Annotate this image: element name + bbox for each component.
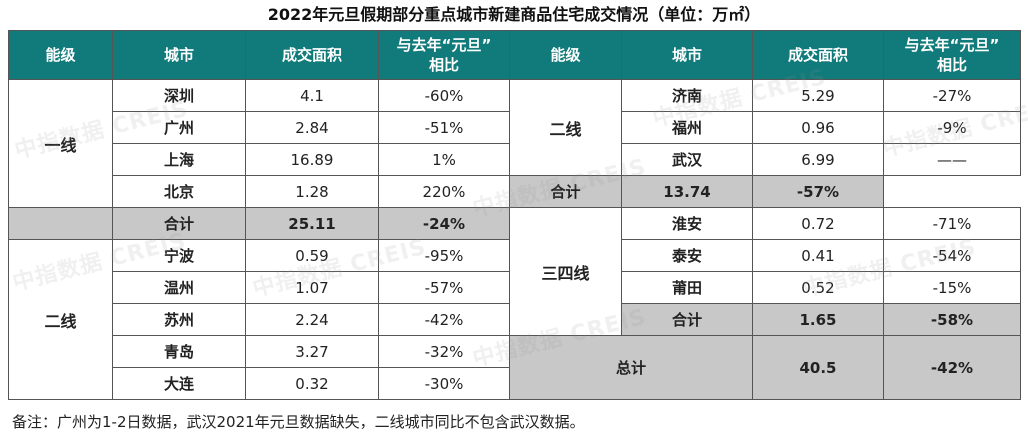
table-row: 广州 2.84 -51% 福州 0.96 -9%	[9, 111, 1021, 144]
header-yoy: 与去年“元旦” 相比	[378, 30, 510, 80]
subtotal-yoy: -24%	[378, 207, 510, 240]
city-cell: 福州	[621, 111, 753, 144]
city-cell: 济南	[621, 79, 753, 112]
yoy-cell: 220%	[378, 175, 510, 208]
subtotal-label: 合计	[621, 303, 753, 336]
table-row: 苏州 2.24 -42% 合计 1.65 -58%	[9, 303, 1021, 336]
subtotal-label: 合计	[509, 175, 622, 208]
subtotal-label: 合计	[112, 207, 246, 240]
yoy-cell: -57%	[378, 271, 510, 304]
city-cell: 武汉	[621, 143, 753, 176]
city-cell: 广州	[112, 111, 246, 144]
header-yoy-right: 与去年“元旦” 相比	[883, 30, 1021, 80]
yoy-cell: -51%	[378, 111, 510, 144]
city-cell: 苏州	[112, 303, 246, 336]
area-cell: 0.59	[245, 239, 379, 272]
empty-shade-cell	[8, 207, 113, 240]
city-cell: 莆田	[621, 271, 753, 304]
yoy-cell: -95%	[378, 239, 510, 272]
header-row: 能级 城市 成交面积 与去年“元旦” 相比 能级 城市 成交面积 与去年“元旦” 相…	[8, 30, 1021, 80]
city-cell: 宁波	[112, 239, 246, 272]
yoy-cell: -42%	[378, 303, 510, 336]
header-yoy-line1-right: 与去年“元旦”	[904, 36, 1000, 54]
area-cell: 5.29	[752, 79, 884, 112]
table-row: 合计 25.11 -24% 三四线 淮安 0.72 -71%	[8, 207, 1021, 336]
tier-label: 二线	[509, 79, 622, 176]
header-area: 成交面积	[245, 30, 379, 80]
header-yoy-line2: 相比	[428, 56, 459, 74]
area-cell: 3.27	[245, 335, 379, 368]
area-cell: 0.41	[752, 239, 884, 272]
grand-total-yoy: -42%	[883, 335, 1021, 400]
yoy-cell: -60%	[378, 79, 510, 112]
tier-label: 三四线	[509, 207, 622, 336]
yoy-cell: -71%	[883, 207, 1021, 240]
header-city-right: 城市	[621, 30, 753, 80]
yoy-cell: -30%	[378, 367, 510, 400]
yoy-cell: -54%	[883, 239, 1021, 272]
subtotal-area: 1.65	[752, 303, 884, 336]
area-cell: 0.32	[245, 367, 379, 400]
area-cell: 0.52	[752, 271, 884, 304]
area-cell: 16.89	[245, 143, 379, 176]
subtotal-area: 25.11	[245, 207, 379, 240]
yoy-cell: -9%	[883, 111, 1021, 144]
city-cell: 大连	[112, 367, 246, 400]
city-cell: 温州	[112, 271, 246, 304]
table-row: 上海 16.89 1% 武汉 6.99 ——	[9, 143, 1021, 176]
table-row: 青岛 3.27 -32% 总计 40.5 -42%	[9, 335, 1021, 400]
table-row: 大连 0.32 -30%	[9, 367, 1021, 400]
city-cell: 泰安	[621, 239, 753, 272]
transaction-table: 能级 城市 成交面积 与去年“元旦” 相比 能级 城市 成交面积 与去年“元旦” 相…	[8, 30, 1021, 400]
header-area-right: 成交面积	[752, 30, 884, 80]
header-tier-right: 能级	[509, 30, 622, 80]
yoy-cell: -27%	[883, 79, 1021, 112]
table-row: 北京 1.28 220% 合计 13.74 -57%	[9, 175, 1021, 208]
yoy-cell: -15%	[883, 271, 1021, 304]
yoy-cell: ——	[883, 143, 1021, 176]
area-cell: 0.96	[752, 111, 884, 144]
city-cell: 淮安	[621, 207, 753, 240]
area-cell: 6.99	[752, 143, 884, 176]
city-cell: 青岛	[112, 335, 246, 368]
footnote: 备注：广州为1-2日数据，武汉2021年元旦数据缺失，二线城市同比不包含武汉数据…	[12, 413, 585, 431]
table-row: 温州 1.07 -57% 莆田 0.52 -15%	[9, 271, 1021, 304]
table-title: 2022年元旦假期部分重点城市新建商品住宅成交情况（单位：万㎡）	[267, 5, 761, 24]
city-cell: 上海	[112, 143, 246, 176]
area-cell: 4.1	[245, 79, 379, 112]
header-city: 城市	[112, 30, 246, 80]
city-cell: 深圳	[112, 79, 246, 112]
area-cell: 2.24	[245, 303, 379, 336]
subtotal-yoy: -58%	[883, 303, 1021, 336]
area-cell: 2.84	[245, 111, 379, 144]
area-cell: 1.07	[245, 271, 379, 304]
area-cell: 0.72	[752, 207, 884, 240]
subtotal-area: 13.74	[621, 175, 753, 208]
yoy-cell: 1%	[378, 143, 510, 176]
header-yoy-line1: 与去年“元旦”	[396, 36, 492, 54]
city-cell: 北京	[112, 175, 246, 208]
header-tier: 能级	[8, 30, 113, 80]
tier-label: 一线	[8, 79, 113, 208]
table-row: 二线 宁波 0.59 -95% 泰安 0.41 -54%	[8, 239, 1021, 400]
yoy-cell: -32%	[378, 335, 510, 368]
grand-total-area: 40.5	[752, 335, 884, 400]
tier-label: 二线	[8, 239, 113, 400]
grand-total-label: 总计	[509, 335, 753, 400]
area-cell: 1.28	[245, 175, 379, 208]
subtotal-yoy: -57%	[752, 175, 884, 208]
table-row: 一线 深圳 4.1 -60% 二线 济南 5.29 -27%	[8, 79, 1021, 208]
header-yoy-line2-right: 相比	[936, 56, 967, 74]
